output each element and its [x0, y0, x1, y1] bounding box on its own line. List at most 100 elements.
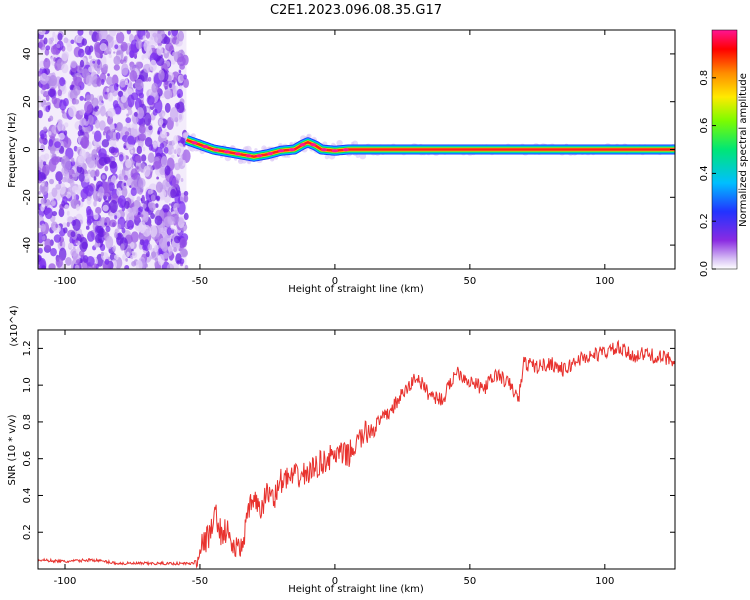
noise-blob — [159, 130, 168, 139]
noise-blob — [94, 243, 98, 248]
colorbar-label: Normalized spectral amplitude — [738, 73, 749, 227]
noise-blob — [149, 59, 157, 72]
noise-blob — [94, 119, 100, 129]
noise-blob — [130, 241, 135, 249]
noise-blob — [79, 117, 87, 126]
noise-blob — [166, 263, 175, 269]
track-halo — [254, 148, 258, 152]
noise-blob — [38, 157, 41, 163]
noise-blob — [180, 154, 183, 159]
noise-blob — [87, 231, 95, 242]
noise-blob — [148, 125, 153, 131]
noise-blob — [109, 219, 117, 228]
snr-ticks: -100 -50 0 50 100 0.2 0.4 0.6 0.8 1.0 1.2 — [22, 330, 675, 587]
noise-blob — [120, 243, 125, 251]
noise-blob — [50, 200, 57, 206]
spectrogram-xtick-label: -50 — [192, 276, 208, 287]
noise-blob — [51, 187, 58, 198]
noise-blob — [156, 176, 159, 180]
noise-blob — [91, 148, 98, 159]
noise-blob — [58, 247, 67, 261]
noise-blob — [152, 142, 158, 148]
noise-blob — [44, 68, 51, 76]
noise-blob — [159, 142, 165, 149]
noise-blob — [177, 30, 185, 42]
noise-blob — [176, 101, 185, 114]
colorbar-tick-label: 0.4 — [699, 165, 710, 181]
noise-blob — [163, 36, 171, 45]
noise-blob — [130, 168, 138, 180]
noise-blob — [125, 158, 132, 169]
noise-blob — [63, 157, 71, 172]
noise-blob — [58, 180, 62, 185]
noise-blob — [123, 174, 128, 181]
noise-blob — [55, 171, 63, 182]
noise-blob — [158, 118, 164, 126]
noise-blob — [38, 190, 41, 195]
noise-blob — [118, 173, 125, 181]
noise-blob — [127, 135, 135, 145]
snr-multiplier: (x10^4) — [9, 305, 20, 346]
noise-blob — [121, 63, 129, 76]
noise-blob — [79, 250, 85, 258]
noise-blob — [130, 149, 134, 154]
noise-blob — [64, 204, 70, 210]
snr-plot-area — [38, 339, 675, 569]
noise-blob — [129, 70, 138, 82]
noise-blob — [43, 37, 48, 45]
noise-blob — [158, 69, 165, 81]
noise-blob — [43, 161, 47, 166]
noise-blob — [126, 251, 130, 258]
noise-blob — [43, 57, 51, 69]
noise-blob — [132, 116, 139, 124]
track-halo — [324, 154, 330, 160]
noise-blob — [78, 173, 85, 182]
noise-blob — [138, 92, 144, 99]
noise-blob — [94, 159, 98, 165]
noise-blob — [173, 215, 180, 223]
noise-blob — [96, 68, 101, 75]
noise-blob — [154, 257, 159, 263]
noise-blob — [148, 202, 156, 211]
noise-blob — [129, 64, 136, 72]
noise-blob — [50, 247, 57, 257]
noise-blob — [93, 263, 97, 268]
noise-blob — [62, 196, 68, 205]
noise-blob — [127, 94, 135, 108]
noise-blob — [48, 75, 58, 87]
noise-blob — [177, 201, 186, 215]
noise-blob — [93, 200, 97, 207]
noise-blob — [136, 196, 141, 202]
noise-blob — [126, 113, 129, 117]
noise-blob — [116, 31, 125, 44]
spectrogram-panel: -100 -50 0 50 100 -40 -20 0 20 40 Height of strai… — [7, 29, 676, 295]
noise-blob — [171, 30, 179, 37]
noise-blob — [72, 246, 76, 250]
noise-blob — [160, 156, 168, 168]
noise-blob — [98, 157, 108, 166]
colorbar-tick-label: 0.0 — [699, 261, 710, 277]
noise-blob — [107, 107, 116, 117]
noise-blob — [178, 119, 182, 123]
noise-blob — [38, 171, 46, 182]
noise-blob — [113, 64, 120, 71]
noise-blob — [104, 91, 108, 95]
noise-blob — [167, 216, 176, 226]
ridge-peak — [191, 141, 198, 145]
noise-blob — [66, 210, 70, 216]
noise-blob — [156, 56, 165, 67]
noise-blob — [123, 145, 127, 149]
ridge-peak — [288, 148, 295, 152]
noise-blob — [77, 155, 85, 164]
noise-blob — [108, 146, 116, 154]
noise-blob — [87, 169, 91, 175]
noise-blob — [41, 182, 45, 187]
noise-blob — [127, 108, 133, 116]
noise-blob — [52, 31, 56, 38]
noise-blob — [141, 210, 149, 223]
track-halo — [287, 154, 291, 158]
snr-series-line — [38, 339, 675, 569]
noise-blob — [73, 85, 81, 96]
noise-blob — [57, 120, 64, 132]
noise-blob — [78, 124, 83, 132]
